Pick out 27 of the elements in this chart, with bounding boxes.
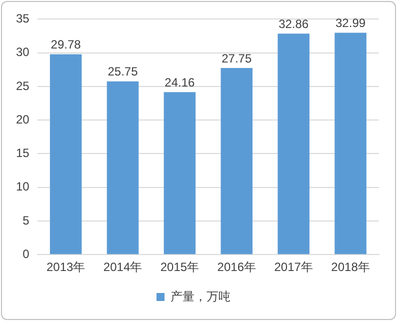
data-label: 27.75	[222, 51, 252, 66]
y-tick-label: 15	[16, 146, 30, 160]
y-tick-label: 5	[22, 213, 30, 228]
data-label: 29.78	[50, 38, 82, 52]
bar	[50, 54, 82, 254]
y-tick-label: 0	[22, 246, 30, 261]
legend-label: 产量，万吨	[170, 289, 230, 304]
bar	[164, 92, 196, 254]
x-tick-label: 2013年	[46, 260, 86, 274]
bar	[220, 68, 253, 254]
y-tick-label: 25	[16, 78, 30, 93]
x-tick-label: 2016年	[217, 260, 256, 274]
data-label: 32.86	[278, 16, 309, 31]
y-tick-label: 20	[16, 112, 30, 126]
data-label: 32.99	[336, 16, 366, 30]
y-tick-label: 35	[16, 12, 30, 26]
bar	[334, 32, 366, 254]
y-tick-label: 30	[16, 45, 30, 60]
x-tick-label: 2017年	[274, 260, 313, 274]
x-tick-label: 2015年	[160, 260, 200, 274]
data-label: 25.75	[108, 64, 138, 79]
bar	[106, 81, 139, 254]
y-tick-label: 10	[16, 180, 30, 194]
data-label: 24.16	[164, 75, 196, 90]
x-tick-label: 2014年	[103, 260, 142, 274]
x-tick-label: 2018年	[331, 260, 370, 274]
bar	[278, 34, 310, 254]
